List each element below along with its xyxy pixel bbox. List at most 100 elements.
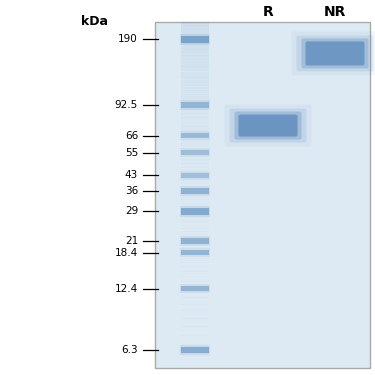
Bar	[181, 81, 209, 82]
Bar	[181, 247, 209, 248]
Bar	[181, 70, 209, 71]
Text: kDa: kDa	[81, 15, 108, 28]
Bar	[181, 42, 209, 43]
Bar	[181, 225, 209, 226]
Bar	[181, 24, 209, 25]
Bar	[181, 92, 209, 93]
Bar	[181, 180, 209, 181]
Bar	[181, 43, 209, 44]
Bar	[181, 122, 209, 123]
Bar	[181, 108, 209, 109]
Bar	[181, 105, 209, 106]
Bar	[181, 217, 209, 218]
Bar	[181, 136, 209, 137]
Bar	[181, 22, 209, 23]
Bar	[181, 62, 209, 63]
Bar	[181, 41, 209, 42]
Bar	[181, 38, 209, 39]
Bar	[181, 37, 209, 38]
Bar	[181, 39, 209, 40]
Bar	[181, 84, 209, 85]
Bar	[180, 345, 210, 355]
Bar	[180, 171, 210, 180]
Bar	[181, 117, 209, 118]
Bar	[181, 75, 209, 76]
Text: 21: 21	[125, 236, 138, 246]
Bar	[181, 22, 209, 23]
Bar	[181, 50, 209, 51]
Bar	[181, 119, 209, 120]
Bar	[181, 59, 209, 60]
Bar	[181, 355, 209, 356]
Bar	[181, 150, 209, 151]
Bar	[181, 142, 209, 143]
Bar	[181, 170, 209, 171]
Bar	[181, 98, 209, 99]
Bar	[181, 86, 209, 87]
Bar	[181, 72, 209, 74]
Bar	[181, 116, 209, 117]
Bar	[181, 42, 209, 44]
Bar	[181, 110, 209, 111]
Bar	[181, 89, 209, 90]
Bar	[181, 69, 209, 70]
Bar	[181, 77, 209, 78]
Bar	[181, 58, 209, 59]
Bar	[181, 60, 209, 62]
Bar	[181, 318, 209, 319]
Bar	[181, 26, 209, 27]
Bar	[181, 70, 209, 72]
Bar	[181, 146, 209, 147]
Bar	[181, 141, 209, 142]
Bar	[181, 172, 209, 173]
Bar	[181, 102, 209, 108]
Bar	[181, 76, 209, 77]
Bar	[181, 33, 209, 34]
Bar	[180, 186, 210, 196]
Bar	[181, 26, 209, 27]
Bar	[181, 96, 209, 97]
Text: 18.4: 18.4	[115, 248, 138, 258]
Bar	[181, 61, 209, 62]
Bar	[181, 81, 209, 82]
Bar	[181, 24, 209, 26]
Bar	[181, 95, 209, 96]
Bar	[181, 42, 209, 43]
Bar	[181, 28, 209, 29]
Bar	[181, 169, 209, 170]
Bar	[181, 31, 209, 32]
Bar	[181, 87, 209, 88]
Bar	[181, 251, 209, 252]
Bar	[181, 56, 209, 57]
Bar	[181, 36, 209, 37]
Bar	[181, 65, 209, 66]
Bar	[181, 32, 209, 33]
Bar	[181, 286, 209, 287]
Text: 12.4: 12.4	[115, 284, 138, 294]
Bar	[181, 106, 209, 107]
Bar	[181, 201, 209, 202]
Bar	[181, 53, 209, 54]
Bar	[181, 88, 209, 89]
Bar	[181, 54, 209, 55]
Bar	[181, 21, 209, 22]
Bar	[181, 101, 209, 102]
Bar	[181, 271, 209, 272]
Bar	[181, 48, 209, 49]
Bar	[181, 150, 209, 155]
Bar	[181, 45, 209, 46]
Bar	[181, 91, 209, 92]
Text: 66: 66	[125, 131, 138, 141]
Bar	[181, 74, 209, 75]
Bar	[181, 152, 209, 153]
Bar	[181, 196, 209, 198]
Bar	[181, 187, 209, 188]
Bar	[181, 115, 209, 116]
Text: 43: 43	[125, 170, 138, 180]
Bar	[180, 284, 210, 293]
Bar	[181, 39, 209, 40]
Bar	[181, 102, 209, 104]
Bar	[181, 66, 209, 68]
Bar	[181, 112, 209, 114]
Bar	[181, 56, 209, 57]
